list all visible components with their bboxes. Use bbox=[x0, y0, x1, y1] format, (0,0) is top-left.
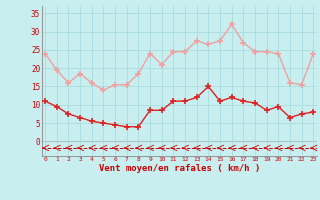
X-axis label: Vent moyen/en rafales ( km/h ): Vent moyen/en rafales ( km/h ) bbox=[99, 164, 260, 173]
